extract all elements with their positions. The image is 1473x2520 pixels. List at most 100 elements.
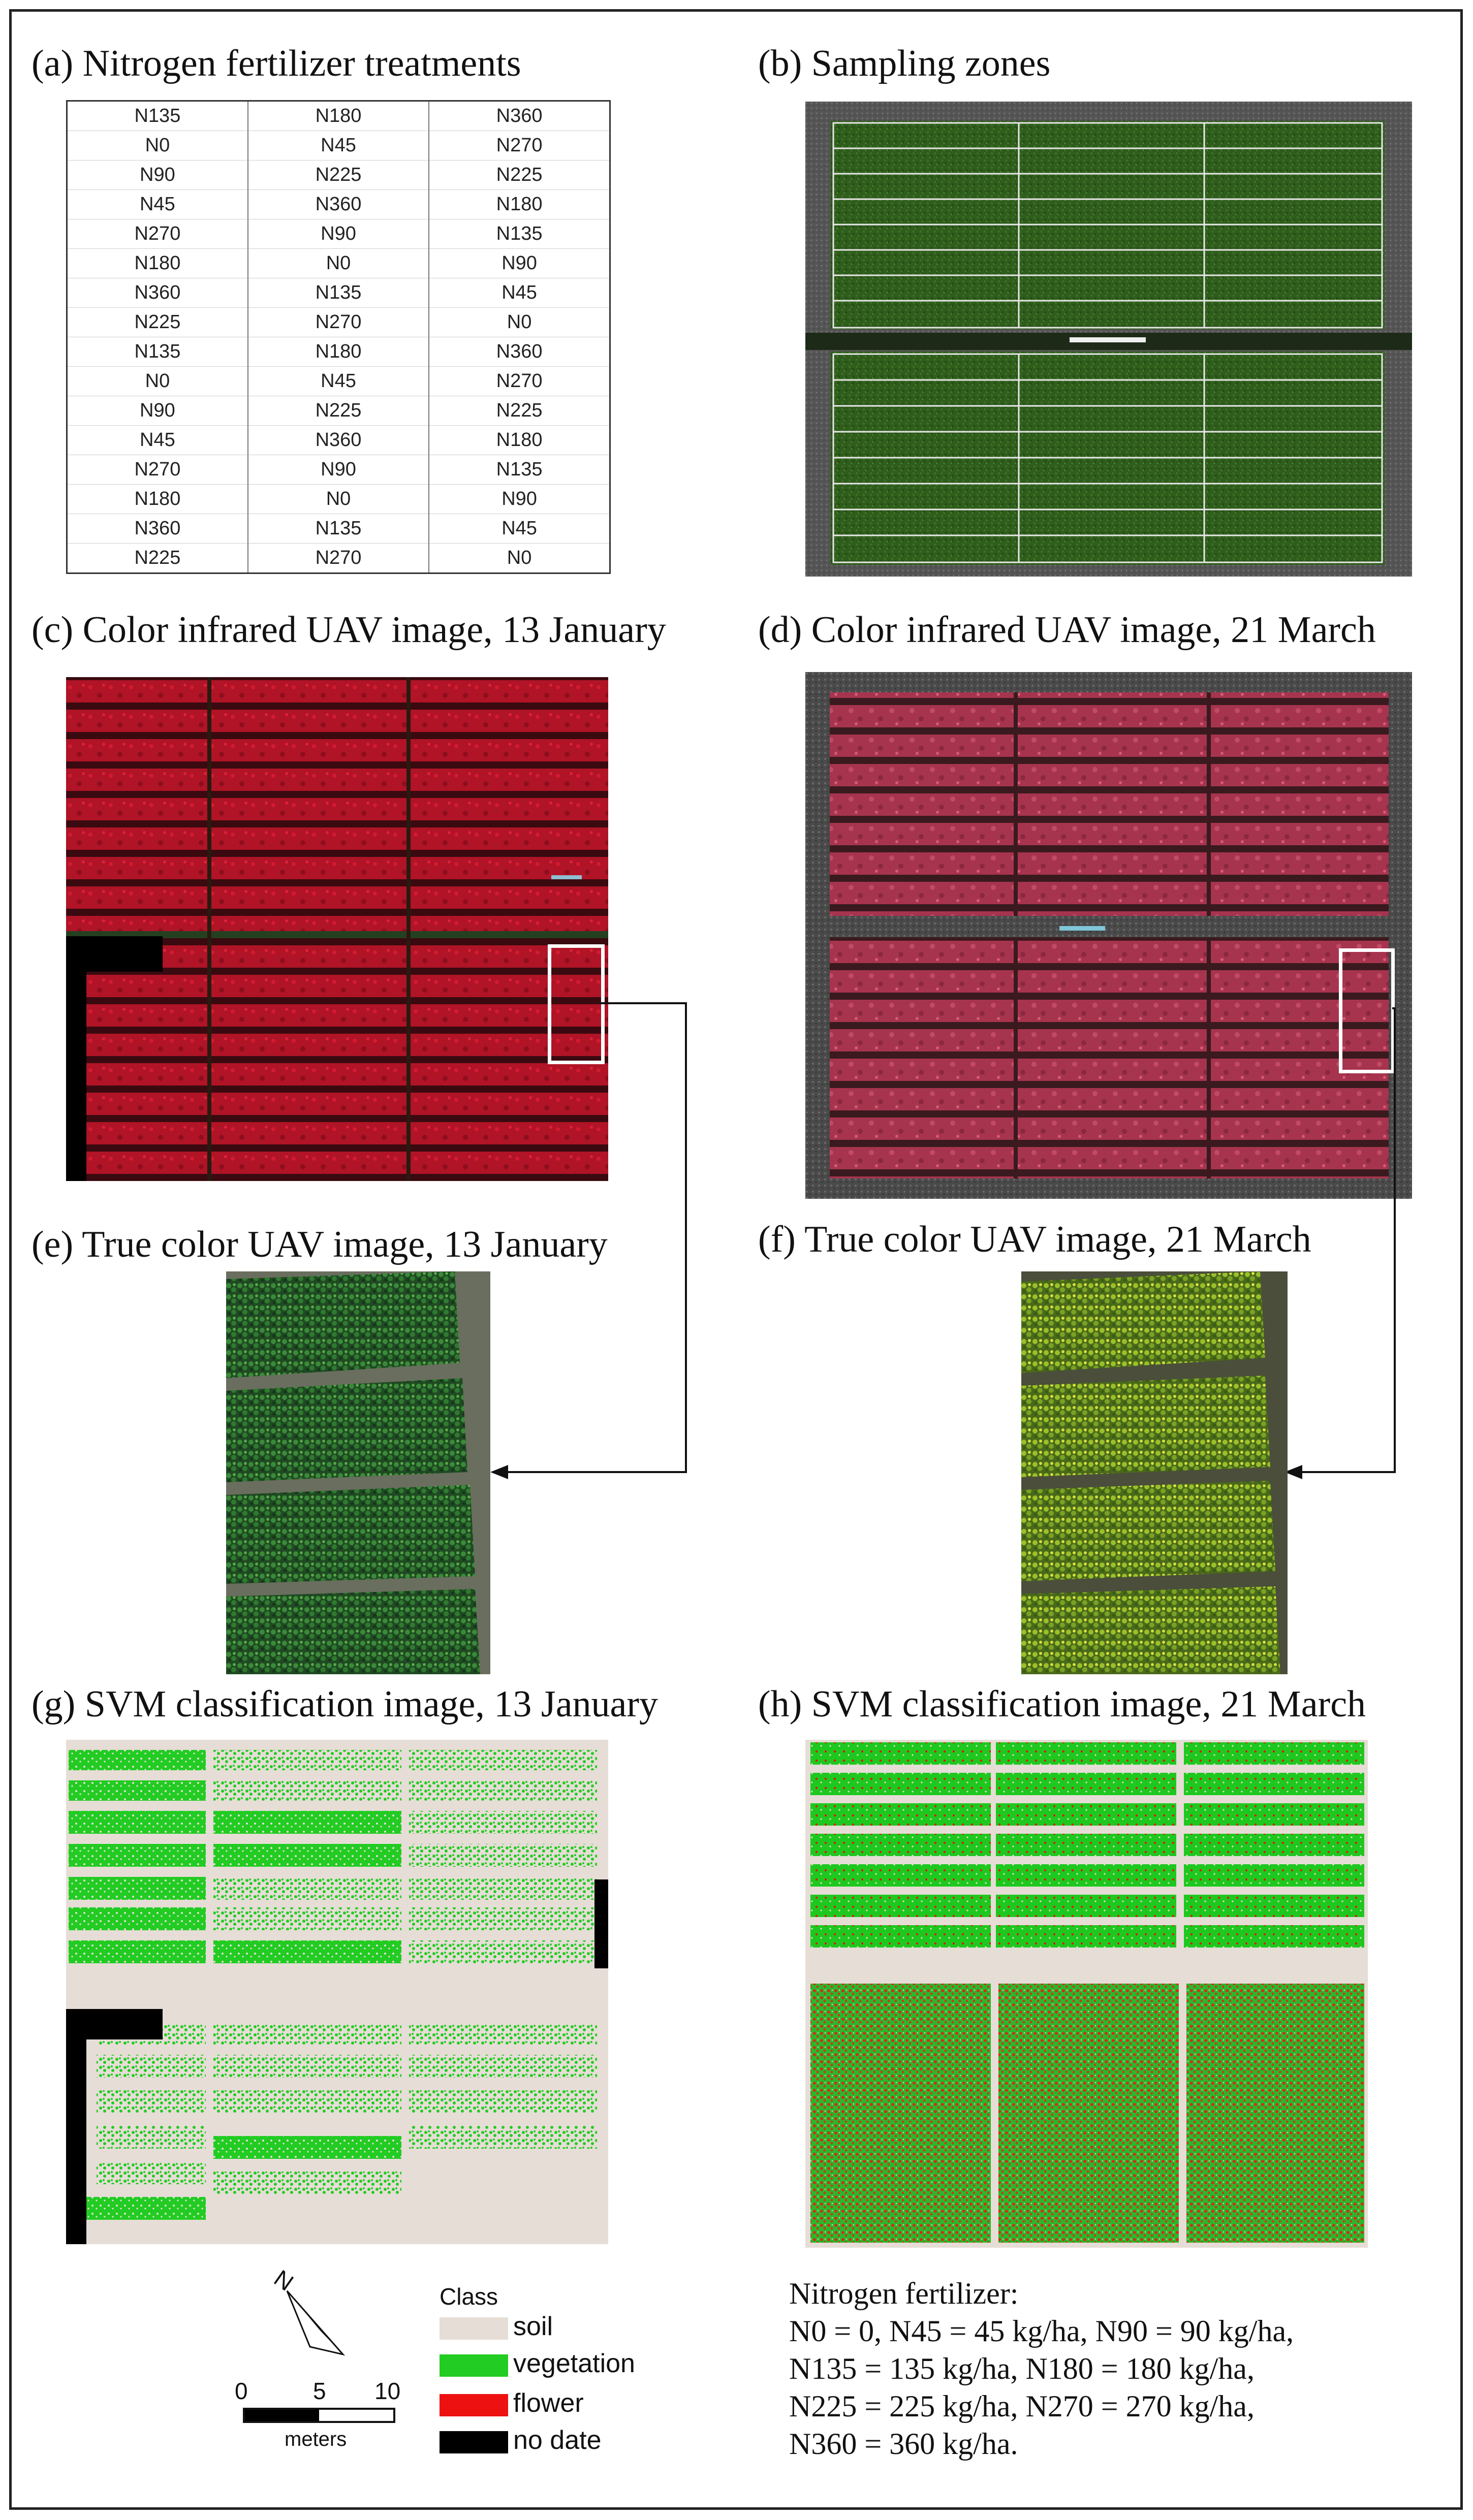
note-line: Nitrogen fertilizer: [789, 2277, 1019, 2310]
cir-march-image [805, 672, 1412, 1199]
treatment-cell: N360 [247, 189, 430, 220]
treatment-cell: N360 [66, 514, 248, 544]
treatment-cell: N270 [247, 307, 430, 337]
treatment-cell: N90 [428, 248, 611, 279]
scale-bar [243, 2408, 395, 2423]
legend-swatch-vegetation [440, 2354, 508, 2377]
panel-d-title: (d) Color infrared UAV image, 21 March [758, 609, 1376, 651]
sampling-zones-svg [805, 102, 1412, 577]
treatment-cell: N45 [247, 131, 430, 161]
true-color-march-svg [1021, 1271, 1280, 1674]
treatment-cell: N0 [66, 366, 248, 396]
note-line: N225 = 225 kg/ha, N270 = 270 kg/ha, [789, 2389, 1255, 2423]
treatment-row: N270 N90 N135 [66, 455, 611, 485]
legend-swatch-no-date [440, 2431, 508, 2453]
treatment-cell: N225 [247, 160, 430, 190]
treatment-cell: N225 [428, 160, 611, 190]
treatment-cell: N180 [428, 425, 611, 455]
cir-january-svg [66, 677, 608, 1181]
treatment-cell: N45 [66, 189, 248, 220]
treatment-row: N225 N270 N0 [66, 543, 611, 574]
note-line: N0 = 0, N45 = 45 kg/ha, N90 = 90 kg/ha, [789, 2314, 1294, 2348]
panel-f-title: (f) True color UAV image, 21 March [758, 1219, 1311, 1260]
legend-label-flower: flower [513, 2388, 584, 2418]
treatment-cell: N360 [66, 278, 248, 308]
treatment-cell: N225 [428, 396, 611, 426]
treatment-cell: N270 [66, 219, 248, 249]
svm-january-svg [66, 1750, 608, 2244]
cir-march-svg [805, 672, 1412, 1199]
treatment-row: N360 N135 N45 [66, 514, 611, 544]
treatment-cell: N135 [66, 337, 248, 367]
treatment-cell: N360 [428, 337, 611, 367]
panel-a-title: (a) Nitrogen fertilizer treatments [32, 43, 521, 84]
treatment-cell: N180 [428, 189, 611, 220]
treatment-cell: N90 [66, 396, 248, 426]
panel-b-title: (b) Sampling zones [758, 43, 1051, 84]
treatment-cell: N90 [428, 484, 611, 514]
arrow-head-january [490, 1465, 508, 1479]
legend-label-no-date: no date [513, 2426, 602, 2455]
treatment-cell: N45 [247, 366, 430, 396]
treatment-cell: N90 [247, 455, 430, 485]
svm-january-image [66, 1740, 608, 2244]
arrow-line-january [506, 1002, 687, 1473]
figure-frame [9, 9, 1463, 2510]
treatment-cell: N270 [428, 131, 611, 161]
north-arrow-icon [286, 2290, 346, 2356]
true-color-january-svg [226, 1271, 480, 1674]
legend-swatch-flower [440, 2394, 508, 2416]
treatment-row: N45 N360 N180 [66, 425, 611, 455]
arrow-line-march [1300, 1007, 1396, 1473]
treatment-cell: N270 [428, 366, 611, 396]
treatment-row: N90 N225 N225 [66, 160, 611, 190]
legend-label-vegetation: vegetation [513, 2349, 635, 2378]
panel-c-title: (c) Color infrared UAV image, 13 January [32, 609, 666, 651]
treatment-cell: N0 [66, 131, 248, 161]
legend-swatch-soil [440, 2317, 508, 2340]
arrow-head-march [1284, 1465, 1302, 1479]
svm-march-svg [810, 1742, 1364, 2243]
treatment-cell: N0 [428, 307, 611, 337]
treatment-row: N180 N0 N90 [66, 248, 611, 279]
treatment-cell: N180 [66, 484, 248, 514]
treatment-row: N135 N180 N360 [66, 337, 611, 367]
true-color-january-image [226, 1271, 490, 1674]
true-color-march-image [1021, 1271, 1288, 1674]
treatment-row: N225 N270 N0 [66, 307, 611, 337]
treatment-cell: N180 [66, 248, 248, 279]
scale-tick-10: 10 [374, 2378, 401, 2404]
treatment-cell: N135 [66, 101, 248, 132]
treatment-cell: N180 [247, 101, 430, 132]
inset-box-march [1339, 948, 1395, 1073]
legend-label-soil: soil [513, 2312, 553, 2341]
treatment-cell: N0 [247, 248, 430, 279]
note-line: N360 = 360 kg/ha. [789, 2427, 1018, 2461]
treatment-cell: N90 [247, 219, 430, 249]
treatment-cell: N360 [428, 101, 611, 132]
treatment-cell: N90 [66, 160, 248, 190]
treatment-row: N90 N225 N225 [66, 396, 611, 426]
treatment-row: N135 N180 N360 [66, 101, 611, 132]
treatment-cell: N45 [66, 425, 248, 455]
scale-unit: meters [285, 2428, 347, 2450]
panel-e-title: (e) True color UAV image, 13 January [32, 1224, 608, 1265]
treatment-cell: N180 [247, 337, 430, 367]
treatment-cell: N0 [428, 543, 611, 574]
treatment-row: N270 N90 N135 [66, 219, 611, 249]
treatment-cell: N225 [66, 307, 248, 337]
treatment-cell: N135 [428, 219, 611, 249]
treatment-row: N0 N45 N270 [66, 366, 611, 396]
scale-tick-5: 5 [313, 2378, 326, 2404]
svm-march-image [805, 1740, 1368, 2248]
treatment-row: N180 N0 N90 [66, 484, 611, 514]
treatment-cell: N45 [428, 514, 611, 544]
treatment-cell: N135 [247, 514, 430, 544]
treatment-cell: N45 [428, 278, 611, 308]
scale-tick-0: 0 [235, 2378, 248, 2404]
note-line: N135 = 135 kg/ha, N180 = 180 kg/ha, [789, 2352, 1255, 2385]
treatment-cell: N135 [428, 455, 611, 485]
treatment-cell: N225 [247, 396, 430, 426]
treatment-table: N135 N180 N360 N0 N45 N270 N90 N225 N225 N45 N360 N… [66, 100, 611, 574]
